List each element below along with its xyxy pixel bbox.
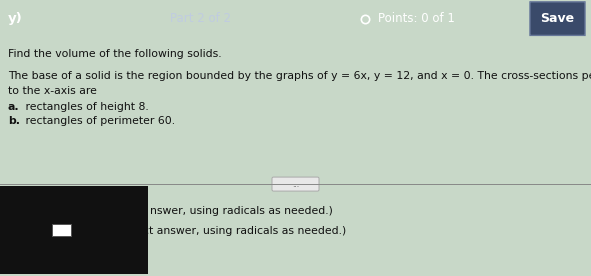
Text: Points: 0 of 1: Points: 0 of 1 [378,12,455,25]
Text: Find the volume of the following solids.: Find the volume of the following solids. [8,49,222,59]
Text: a.: a. [8,102,20,112]
Text: rectangles of perimeter 60.: rectangles of perimeter 60. [22,116,175,126]
Text: ...: ... [292,180,299,189]
Text: rectangles of height 8.: rectangles of height 8. [22,102,149,112]
Bar [0,186,148,274]
Text: nswer, using radicals as needed.): nswer, using radicals as needed.) [150,206,333,216]
FancyBboxPatch shape [51,224,70,236]
Text: (Type an exact answer, using radicals as needed.): (Type an exact answer, using radicals as… [74,226,346,236]
Text: y): y) [8,12,22,25]
Text: b. V =: b. V = [8,226,45,236]
Text: b.: b. [8,116,20,126]
Text: Part 2 of 2: Part 2 of 2 [170,12,230,25]
FancyBboxPatch shape [530,2,585,35]
Text: Save: Save [540,12,574,25]
FancyBboxPatch shape [272,177,319,191]
Text: to the x-axis are: to the x-axis are [8,86,97,96]
Text: The base of a solid is the region bounded by the graphs of y = 6x, y = 12, and x: The base of a solid is the region bounde… [8,71,591,81]
